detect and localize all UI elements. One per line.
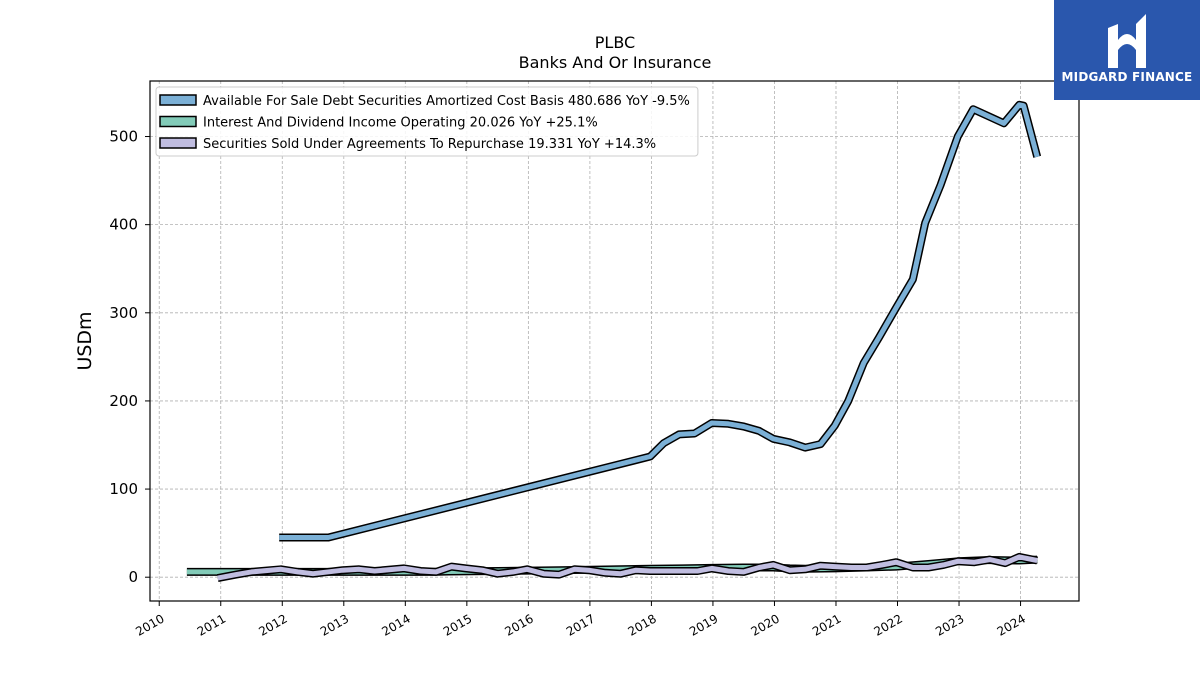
x-tick-label: 2022 — [872, 611, 905, 638]
x-tick-label: 2012 — [256, 611, 289, 638]
logo-text: MIDGARD FINANCE — [1061, 70, 1193, 84]
y-axis-label: USDm — [74, 311, 96, 370]
y-tick-label: 200 — [109, 392, 138, 410]
series-line-outline — [279, 100, 1042, 542]
legend-swatch — [159, 115, 197, 128]
grid — [150, 81, 1079, 601]
plot-frame — [149, 80, 1080, 602]
x-tick-label: 2013 — [318, 611, 351, 638]
x-tick-label: 2020 — [749, 611, 782, 638]
x-tick-label: 2021 — [810, 611, 843, 638]
y-tick-label: 0 — [128, 568, 138, 586]
x-tick-label: 2024 — [995, 611, 1028, 638]
chart-subtitle: Banks And Or Insurance — [519, 53, 712, 72]
series-1 — [279, 100, 1042, 542]
x-tick-label: 2016 — [502, 611, 535, 638]
x-tick-label: 2017 — [564, 611, 597, 638]
series-line — [217, 554, 1038, 581]
legend-label: Securities Sold Under Agreements To Repu… — [203, 137, 656, 152]
x-tick-label: 2018 — [625, 611, 658, 638]
y-tick-label: 500 — [109, 128, 138, 146]
x-tick-label: 2014 — [379, 611, 412, 638]
series-3 — [216, 552, 1038, 583]
series-line — [279, 102, 1040, 540]
legend-entry: Securities Sold Under Agreements To Repu… — [159, 137, 656, 152]
y-tick-label: 400 — [109, 216, 138, 234]
legend: Available For Sale Debt Securities Amort… — [155, 86, 699, 157]
legend-label: Interest And Dividend Income Operating 2… — [203, 116, 598, 131]
x-tick-label: 2023 — [933, 611, 966, 638]
chart-title: PLBC — [595, 33, 635, 52]
x-tick-label: 2015 — [441, 611, 474, 638]
legend-box — [155, 86, 699, 157]
legend-entry: Interest And Dividend Income Operating 2… — [159, 115, 598, 131]
x-tick-label: 2019 — [687, 611, 720, 638]
x-tick-label: 2011 — [195, 611, 228, 638]
legend-swatch — [159, 94, 197, 106]
y-tick-label: 100 — [109, 480, 138, 498]
logo-mark-icon — [1108, 14, 1146, 68]
legend-entry: Available For Sale Debt Securities Amort… — [159, 94, 690, 109]
midgard-finance-logo: MIDGARD FINANCE — [1054, 0, 1200, 100]
y-tick-label: 300 — [109, 304, 138, 322]
legend-label: Available For Sale Debt Securities Amort… — [203, 94, 690, 109]
legend-swatch — [159, 137, 197, 149]
series-layer — [186, 100, 1042, 583]
x-tick-label: 2010 — [133, 611, 166, 638]
